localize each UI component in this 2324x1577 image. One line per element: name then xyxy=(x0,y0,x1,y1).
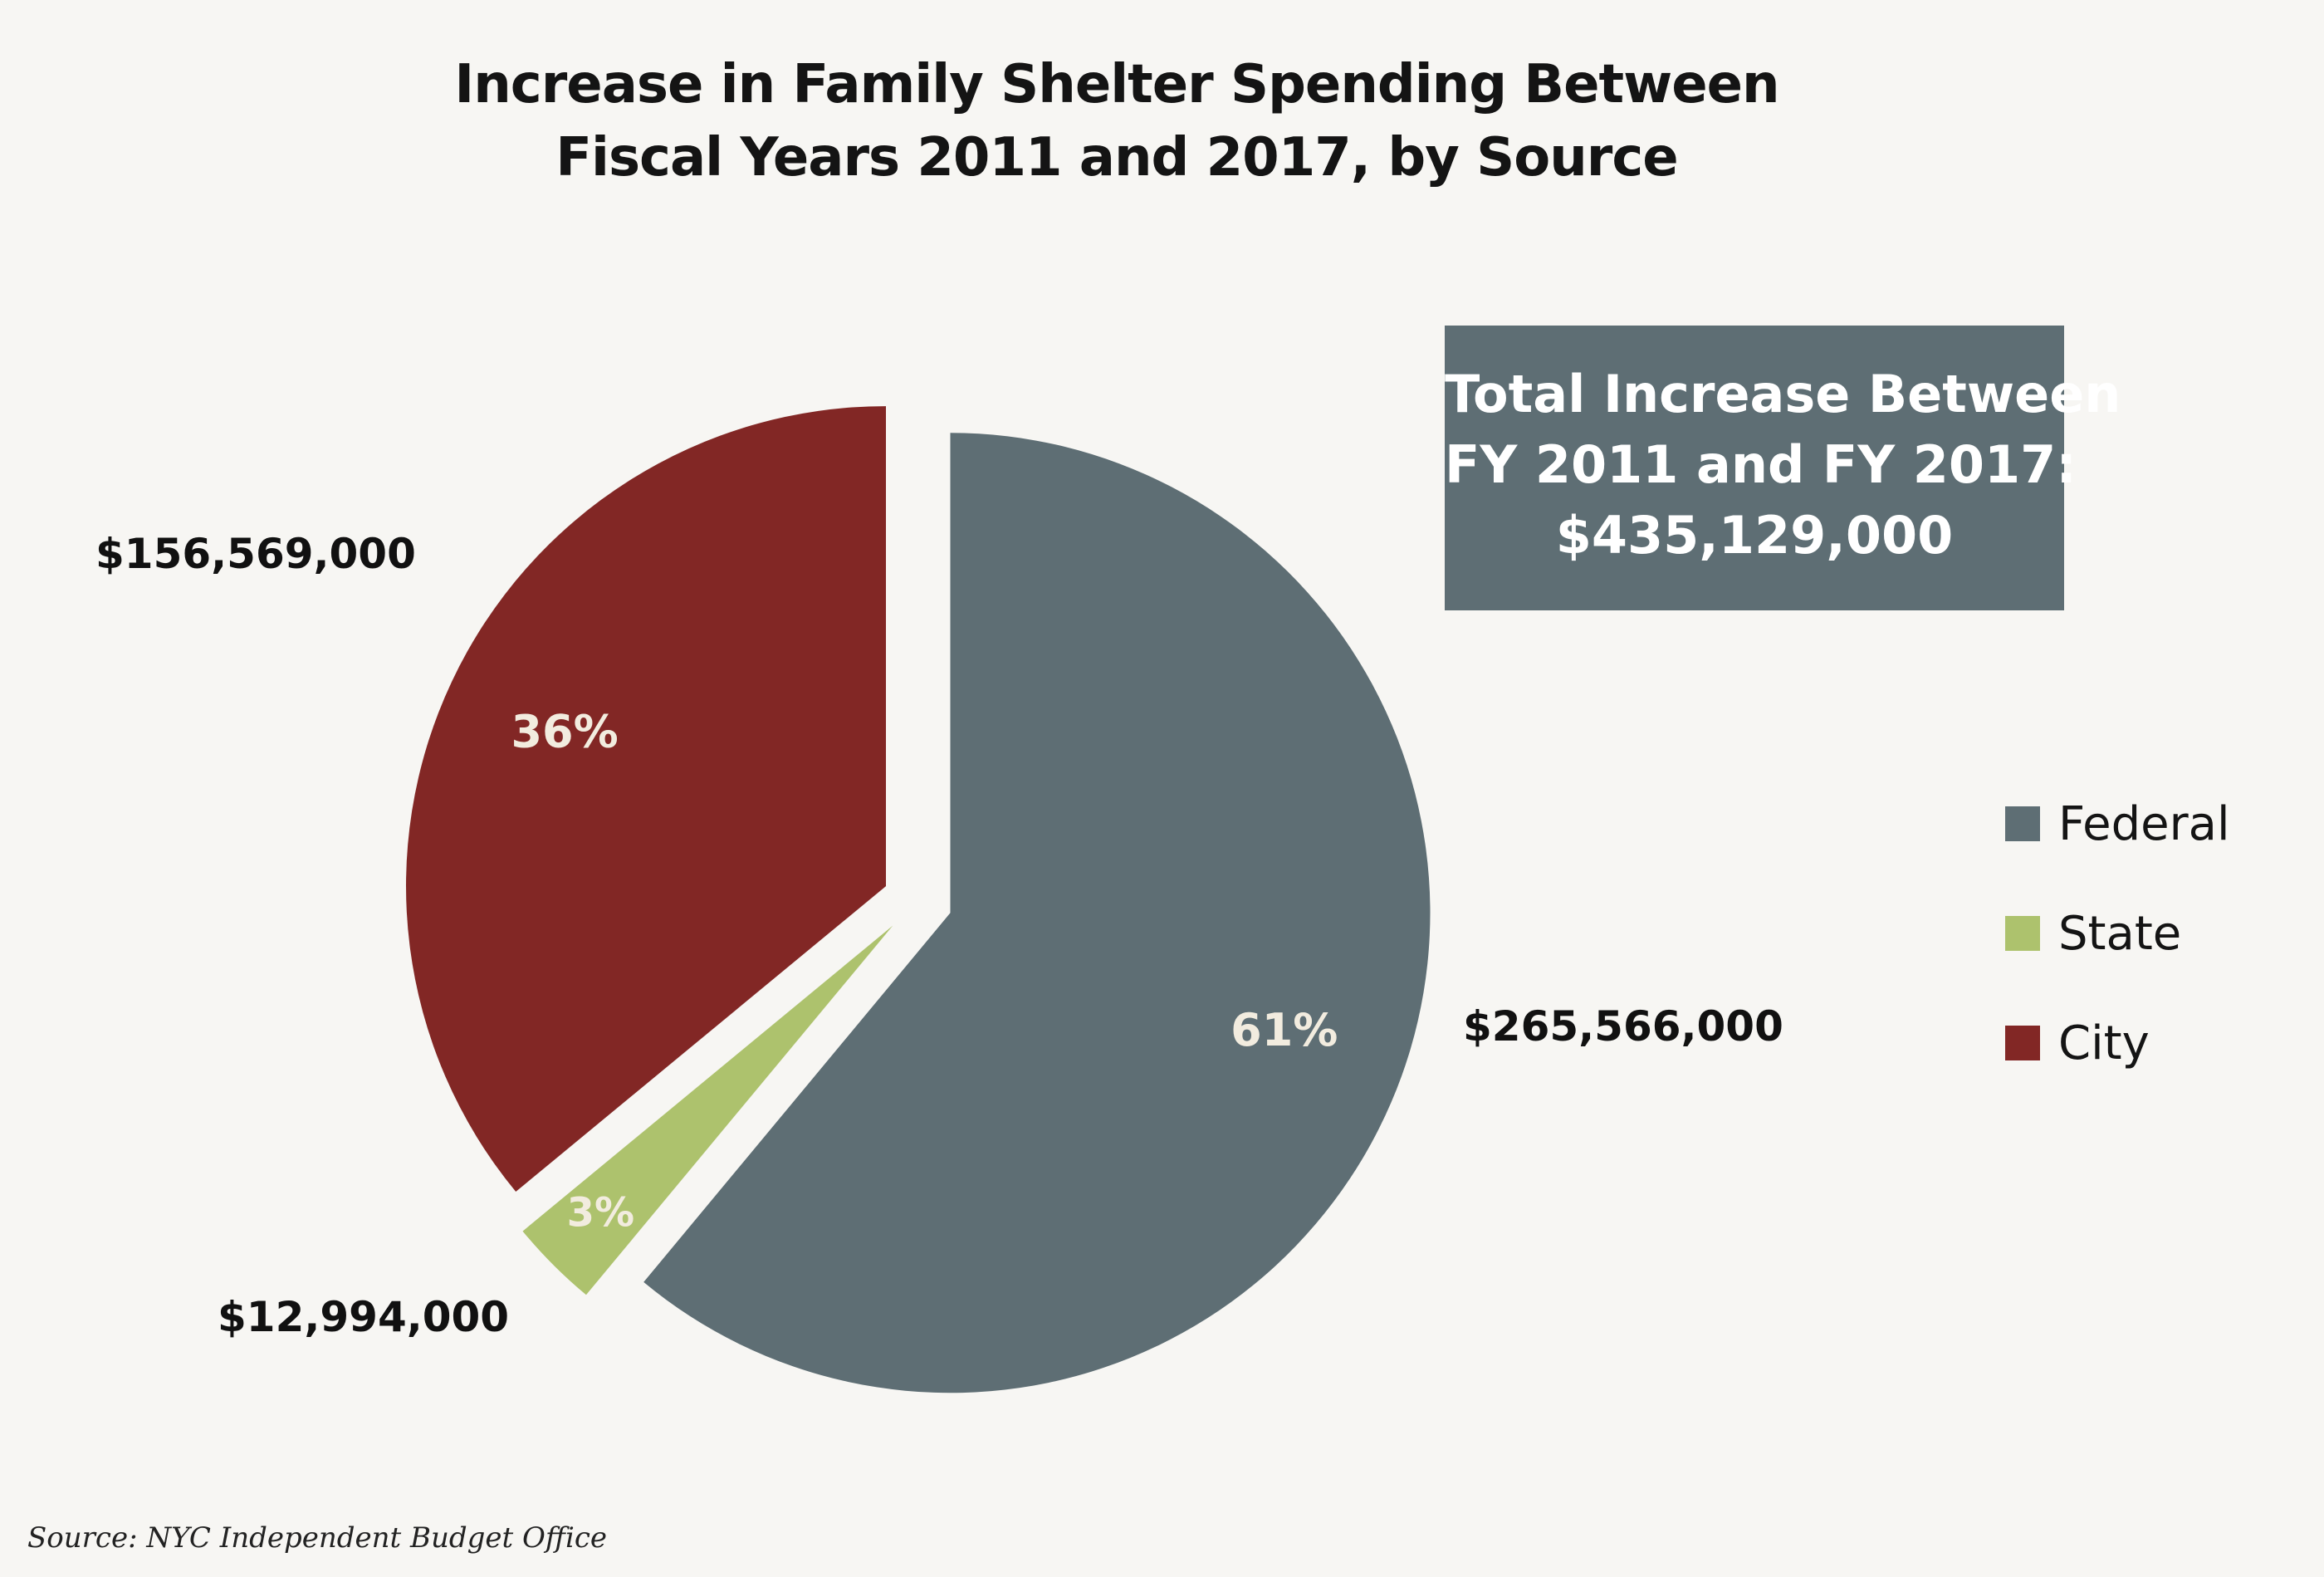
total-box-amount: $435,129,000 xyxy=(1555,505,1954,566)
legend-swatch-federal xyxy=(2005,806,2040,841)
total-box-line-2: FY 2011 and FY 2017: xyxy=(1445,434,2077,495)
pie-slice-state xyxy=(522,925,893,1295)
pie-percent-federal: 61% xyxy=(1230,1004,1338,1056)
pie-slice-federal xyxy=(643,433,1431,1393)
legend-item-city: City xyxy=(2005,988,2230,1098)
chart-title: Increase in Family Shelter Spending Betw… xyxy=(0,48,2233,194)
legend-label-city: City xyxy=(2058,1016,2150,1070)
legend-swatch-state xyxy=(2005,916,2040,951)
chart-title-line-2: Fiscal Years 2011 and 2017, by Source xyxy=(555,127,1678,189)
legend-item-federal: Federal xyxy=(2005,769,2230,879)
chart-title-line-1: Increase in Family Shelter Spending Betw… xyxy=(454,54,1779,115)
pie-percent-city: 36% xyxy=(511,705,618,757)
legend-item-state: State xyxy=(2005,879,2230,988)
value-label-federal: $265,566,000 xyxy=(1463,1002,1783,1051)
legend-swatch-city xyxy=(2005,1026,2040,1060)
total-box-line-1: Total Increase Between xyxy=(1445,364,2121,424)
pie-slice-city xyxy=(406,406,887,1193)
total-increase-box: Total Increase Between FY 2011 and FY 20… xyxy=(1445,326,2121,610)
legend: Federal State City xyxy=(2005,769,2230,1098)
legend-label-state: State xyxy=(2058,906,2182,961)
value-label-city: $156,569,000 xyxy=(95,530,416,578)
value-label-state: $12,994,000 xyxy=(218,1293,510,1341)
legend-label-federal: Federal xyxy=(2058,796,2230,851)
pie-percent-state: 3% xyxy=(567,1189,635,1236)
source-note: Source: NYC Independent Budget Office xyxy=(27,1521,608,1555)
